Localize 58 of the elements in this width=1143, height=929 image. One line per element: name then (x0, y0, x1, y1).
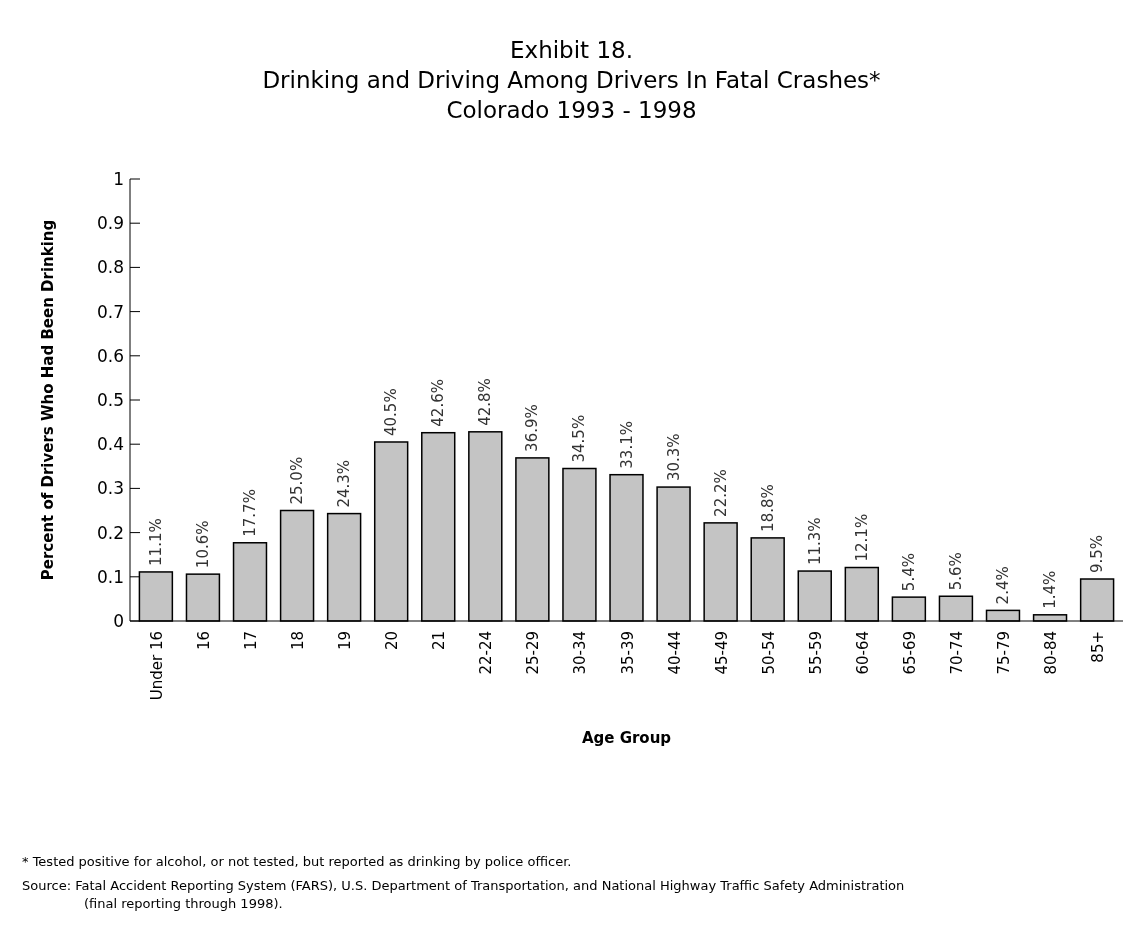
data-label: 36.9% (523, 404, 542, 452)
y-tick-label: 0.7 (96, 301, 124, 322)
y-tick-label: 0 (113, 611, 124, 631)
x-tick-label: 25-29 (524, 631, 543, 675)
data-label: 30.3% (664, 433, 683, 482)
x-tick-label: 65-69 (900, 631, 919, 675)
y-tick-label: 0.5 (96, 390, 124, 410)
x-tick-label: 17 (242, 631, 261, 651)
data-label: 2.4% (993, 566, 1012, 605)
source-note: Source: Fatal Accident Reporting System (FARS), U.S. Department of Transportation, and National Highway Traffic Safety Administration (final reporting through 1998). (22, 878, 905, 911)
data-label: 40.5% (382, 388, 401, 436)
y-tick-label: 0.4 (96, 434, 124, 455)
data-label: 25.0% (288, 456, 307, 505)
x-tick-label: 40-44 (665, 631, 684, 675)
data-label: 5.6% (946, 552, 965, 591)
x-tick-label: 35-39 (618, 631, 637, 675)
x-tick-label: 20 (383, 631, 402, 651)
x-tick-label: 80-84 (1042, 631, 1061, 675)
x-tick-label: 50-54 (759, 631, 778, 675)
y-tick-label: 0.3 (96, 478, 124, 499)
chart-title: Exhibit 18. Drinking and Driving Among Drivers In Fatal Crashes* Colorado 1993 - 1998 (262, 37, 881, 123)
x-tick-label: 60-64 (853, 631, 872, 675)
x-tick-label: 21 (430, 631, 449, 651)
text: * Tested positive for alcohol, or not tested, but reported as drinking by police officer. (22, 854, 572, 869)
x-tick-label: 75-79 (994, 631, 1013, 675)
data-label: 42.8% (476, 378, 495, 426)
y-tick-label: 0.1 (96, 566, 124, 587)
x-tick-label: 55-59 (806, 631, 825, 675)
data-label: 12.1% (852, 513, 871, 562)
x-tick-label: 45-49 (712, 631, 731, 675)
data-label: 22.2% (711, 469, 730, 517)
data-label: 11.1% (146, 518, 165, 566)
y-tick-label: 0.6 (96, 345, 124, 366)
data-label: 33.1% (617, 421, 636, 469)
x-tick-label: 19 (336, 631, 355, 651)
x-tick-label: 70-74 (947, 631, 966, 675)
y-tick-label: 0.8 (96, 257, 124, 278)
data-label: 5.4% (899, 553, 918, 592)
data-label: 18.8% (758, 484, 777, 532)
y-axis-title: Percent of Drivers Who Had Been Drinking (39, 219, 57, 581)
data-label: 24.3% (335, 459, 354, 508)
x-tick-label: 30-34 (571, 631, 590, 675)
x-tick-label: 22-24 (477, 631, 496, 675)
x-tick-label: 85+ (1089, 631, 1108, 663)
x-axis-title: Age Group (581, 729, 672, 747)
y-tick-label: 0.2 (96, 522, 124, 543)
data-label: 42.6% (429, 379, 448, 427)
data-label: 34.5% (570, 414, 589, 463)
data-label: 17.7% (241, 489, 260, 537)
data-label: 11.3% (805, 517, 824, 566)
x-tick-label: 18 (289, 631, 308, 651)
data-label: 10.6% (193, 520, 212, 569)
y-tick-label: 0.9 (96, 213, 124, 234)
y-tick-label: 1 (113, 169, 124, 189)
data-label: 9.5% (1088, 534, 1107, 574)
data-label: 1.4% (1041, 570, 1060, 609)
x-tick-label: 16 (194, 631, 213, 651)
x-tick-label: Under 16 (147, 631, 166, 701)
